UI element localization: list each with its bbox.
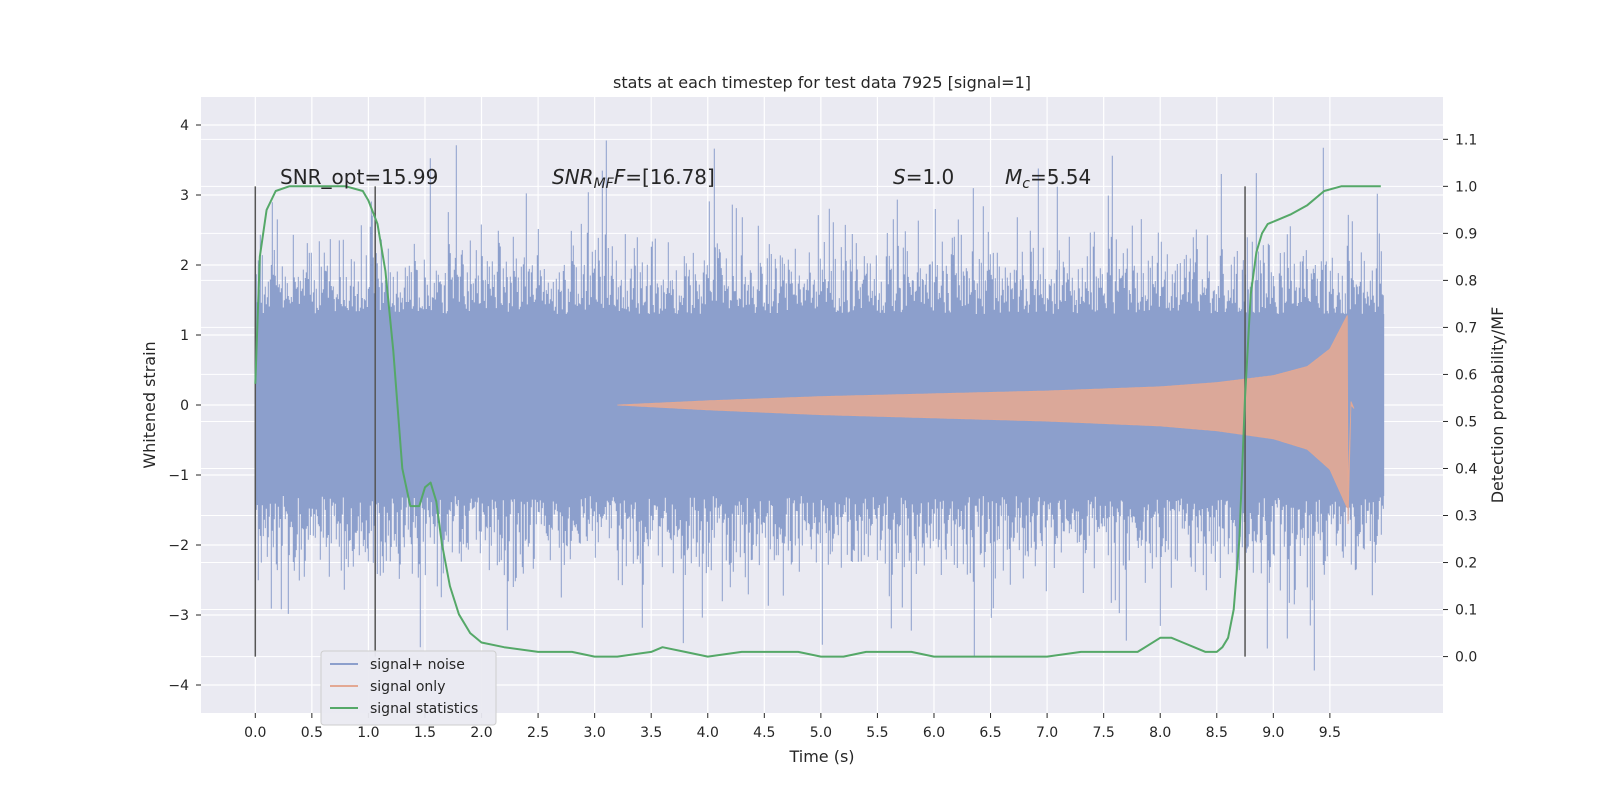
x-tick-label: 4.0 bbox=[697, 725, 719, 741]
y2-tick-label: 0.9 bbox=[1455, 226, 1477, 242]
y2-tick-label: 0.5 bbox=[1455, 414, 1477, 430]
y-tick-label: 1 bbox=[180, 328, 189, 344]
x-tick-label: 6.5 bbox=[979, 725, 1001, 741]
y-tick-label: −4 bbox=[168, 678, 189, 694]
x-tick-label: 5.5 bbox=[866, 725, 888, 741]
legend: signal+ noise signal only signal statist… bbox=[320, 650, 497, 726]
y2-tick-label: 1.1 bbox=[1455, 132, 1477, 148]
x-tick-label: 3.0 bbox=[584, 725, 606, 741]
annotation-snr-opt: SNR_opt=15.99 bbox=[280, 165, 438, 189]
y-tick-label: −1 bbox=[168, 468, 189, 484]
x-tick-label: 0.0 bbox=[244, 725, 266, 741]
x-tick-label: 1.0 bbox=[357, 725, 379, 741]
x-tick-label: 3.5 bbox=[640, 725, 662, 741]
y-axis-ticks: 4 3 2 1 0 −1 −2 −3 −4 bbox=[168, 118, 201, 694]
x-tick-label: 4.5 bbox=[753, 725, 775, 741]
y2-tick-label: 0.3 bbox=[1455, 509, 1477, 525]
chart-title: stats at each timestep for test data 792… bbox=[613, 73, 1031, 92]
y-tick-label: 4 bbox=[180, 118, 189, 134]
statistics-line bbox=[254, 185, 1381, 658]
y2-tick-label: 0.4 bbox=[1455, 461, 1477, 477]
y2-tick-label: 0.6 bbox=[1455, 367, 1477, 383]
x-tick-label: 1.5 bbox=[414, 725, 436, 741]
legend-label-signal-statistics: signal statistics bbox=[370, 701, 478, 717]
y2-tick-label: 0.1 bbox=[1455, 603, 1477, 619]
legend-label-signal-only: signal only bbox=[370, 679, 445, 695]
y2-tick-label: 0.7 bbox=[1455, 320, 1477, 336]
x-tick-label: 8.0 bbox=[1149, 725, 1171, 741]
x-axis-ticks: 0.0 0.5 1.0 1.5 2.0 2.5 3.0 3.5 4.0 4.5 5.0 5.5 6.0 6… bbox=[244, 713, 1341, 741]
x-tick-label: 0.5 bbox=[301, 725, 323, 741]
y-tick-label: 3 bbox=[180, 188, 189, 204]
annotation-s: S=1.0 bbox=[893, 165, 954, 189]
y2-tick-label: 1.0 bbox=[1455, 179, 1477, 195]
x-tick-label: 2.5 bbox=[527, 725, 549, 741]
x-tick-label: 6.0 bbox=[923, 725, 945, 741]
y-axis-label: Whitened strain bbox=[140, 341, 159, 468]
y-tick-label: 2 bbox=[180, 258, 189, 274]
y2-tick-label: 0.2 bbox=[1455, 556, 1477, 572]
y2-tick-label: 0.8 bbox=[1455, 273, 1477, 289]
x-tick-label: 2.0 bbox=[470, 725, 492, 741]
x-axis-label: Time (s) bbox=[788, 747, 854, 766]
series-signal-statistics bbox=[254, 185, 1381, 658]
y-tick-label: −2 bbox=[168, 538, 189, 554]
x-tick-label: 5.0 bbox=[810, 725, 832, 741]
x-tick-label: 9.0 bbox=[1262, 725, 1284, 741]
y2-axis-label: Detection probability/MF bbox=[1488, 307, 1507, 504]
annotation-mc: Mc=5.54 bbox=[1005, 165, 1091, 192]
y2-axis-ticks: 1.1 1.0 0.9 0.8 0.7 0.6 0.5 0.4 0.3 0.2 0.1 0.0 bbox=[1443, 132, 1477, 666]
series-signal-only bbox=[617, 315, 1355, 525]
y2-tick-label: 0.0 bbox=[1455, 650, 1477, 666]
annotation-snr-mf: SNRMFF=[16.78] bbox=[552, 165, 715, 192]
y-tick-label: 0 bbox=[180, 398, 189, 414]
x-tick-label: 7.5 bbox=[1093, 725, 1115, 741]
y-tick-label: −3 bbox=[168, 608, 189, 624]
x-tick-label: 7.0 bbox=[1036, 725, 1058, 741]
x-tick-label: 9.5 bbox=[1319, 725, 1341, 741]
x-tick-label: 8.5 bbox=[1206, 725, 1228, 741]
legend-label-signal-noise: signal+ noise bbox=[370, 657, 465, 673]
chirp-waveform bbox=[617, 315, 1355, 525]
